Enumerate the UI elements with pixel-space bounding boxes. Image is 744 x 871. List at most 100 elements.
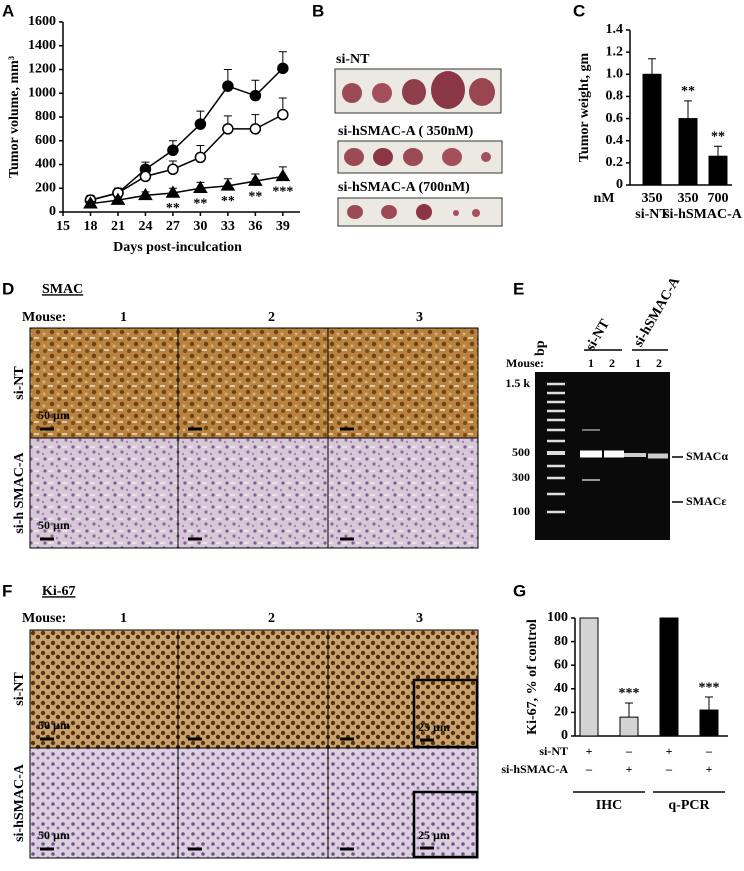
- ladder-label: 100: [512, 504, 530, 518]
- tumor-photos: si-NT si-hSMAC-A ( 350nM) si-hSMAC-A (70…: [334, 52, 503, 227]
- y-tick-label: 20: [554, 705, 568, 720]
- micrograph: [177, 747, 329, 859]
- y-tick-label: 1.4: [606, 22, 624, 37]
- x-tick-label: 21: [111, 219, 125, 234]
- marker: [249, 123, 262, 135]
- scale-bars: [40, 737, 434, 851]
- mouse-number: 1: [588, 356, 594, 370]
- tumor: [372, 83, 392, 103]
- mouse-number: 2: [656, 356, 662, 370]
- mouse-label: Mouse:: [22, 310, 66, 325]
- scale-bars: [40, 427, 354, 541]
- mouse-number: 1: [635, 356, 641, 370]
- marker: [194, 151, 207, 164]
- scale-bar-label: 50 µm: [38, 408, 70, 422]
- row-sign: –: [665, 762, 673, 776]
- row-sign: –: [625, 744, 633, 758]
- significance: ***: [619, 686, 640, 701]
- tumor: [481, 152, 491, 162]
- y-axis-label: Tumor weight, gm: [577, 53, 592, 163]
- ladder-label: 500: [512, 445, 530, 459]
- y-tick-label: 1200: [28, 62, 56, 77]
- marker: [277, 108, 289, 121]
- tumor: [403, 148, 423, 166]
- ladder-label: 1.5 k: [505, 376, 530, 390]
- band-label: SMACε: [686, 494, 726, 508]
- panel-letter: G: [513, 581, 526, 600]
- marker: [249, 89, 262, 102]
- y-tick-label: 1400: [28, 38, 56, 53]
- panel-title: Ki-67: [42, 584, 75, 599]
- y-tick-label: 600: [35, 133, 56, 148]
- row-sign: +: [706, 762, 713, 776]
- y-tick-label: 80: [554, 634, 568, 649]
- marker: [167, 163, 179, 175]
- mouse-number: 3: [416, 611, 423, 626]
- row-sign: –: [585, 762, 593, 776]
- marker: [222, 123, 234, 135]
- tumor: [381, 205, 397, 219]
- panel-letter: B: [312, 1, 324, 20]
- row-label: si-h SMAC-A: [12, 451, 27, 533]
- marker: [139, 170, 152, 183]
- tumor: [373, 148, 393, 166]
- significance: ***: [272, 185, 293, 200]
- significance: ***: [699, 680, 720, 695]
- mouse-number: 1: [120, 611, 127, 626]
- inset: [412, 790, 479, 859]
- marker: [220, 178, 236, 191]
- row-label: si-hSMAC-A ( 350nM): [338, 124, 474, 139]
- micrograph: [327, 437, 479, 549]
- y-tick-label: 0: [561, 728, 568, 743]
- bar: [579, 617, 599, 737]
- panel-letter: E: [513, 279, 524, 298]
- y-tick-label: 0: [616, 177, 623, 192]
- mouse-number: 1: [120, 310, 127, 325]
- marker: [248, 173, 263, 186]
- bar: [708, 155, 728, 186]
- significance: **: [221, 194, 235, 209]
- x-tick-label: 27: [166, 219, 180, 234]
- mouse-number: 2: [268, 310, 275, 325]
- x-tick-label: 24: [138, 219, 152, 234]
- x-tick-label: 350: [678, 191, 699, 206]
- y-tick-label: 1.0: [606, 67, 624, 82]
- group-label: IHC: [596, 798, 622, 813]
- y-tick-label: 0.2: [606, 155, 624, 170]
- micrograph: [29, 327, 179, 439]
- y-tick-label: 40: [554, 681, 568, 696]
- gel: bp si-NT si-hSMAC-A Mouse: 1 2 1 2 1.5 k…: [505, 274, 728, 540]
- y-tick-label: 1000: [28, 85, 56, 100]
- marker: [167, 144, 179, 156]
- row-label: si-NT: [12, 366, 27, 400]
- marker: [83, 196, 98, 209]
- tumor: [453, 210, 459, 216]
- micrograph: [177, 327, 329, 439]
- row-label: si-NT: [539, 744, 568, 758]
- x-axis-label: Days post-inculcation: [113, 240, 242, 255]
- x-tick-label: 18: [83, 219, 97, 234]
- ladder: [547, 382, 565, 514]
- error-bar: [714, 145, 722, 157]
- bar: [619, 716, 639, 737]
- panel-letter: F: [2, 581, 12, 600]
- y-tick-label: 1600: [28, 14, 56, 29]
- lane-label: si-NT: [583, 317, 613, 354]
- mouse-label: Mouse:: [506, 356, 544, 370]
- tumor: [347, 205, 363, 219]
- error-bar: [684, 100, 692, 119]
- y-tick-label: 400: [35, 157, 56, 172]
- marker: [194, 118, 207, 130]
- bar: [659, 617, 679, 737]
- y-tick-label: 0: [49, 204, 56, 219]
- y-tick-label: 0.4: [606, 133, 624, 148]
- error-bar: [625, 702, 633, 718]
- bands: [580, 429, 668, 481]
- row-label: si-NT: [12, 672, 27, 706]
- row-label: si-hSMAC-A: [12, 763, 27, 842]
- significance: **: [166, 201, 180, 216]
- tumor: [469, 78, 495, 106]
- marker: [110, 192, 126, 205]
- scale-bar-label: 25 µm: [418, 828, 450, 842]
- ihc-ki67: Ki-67 Mouse: 1 2 3 si-NT si-hSMAC-A 50 µ…: [12, 584, 479, 859]
